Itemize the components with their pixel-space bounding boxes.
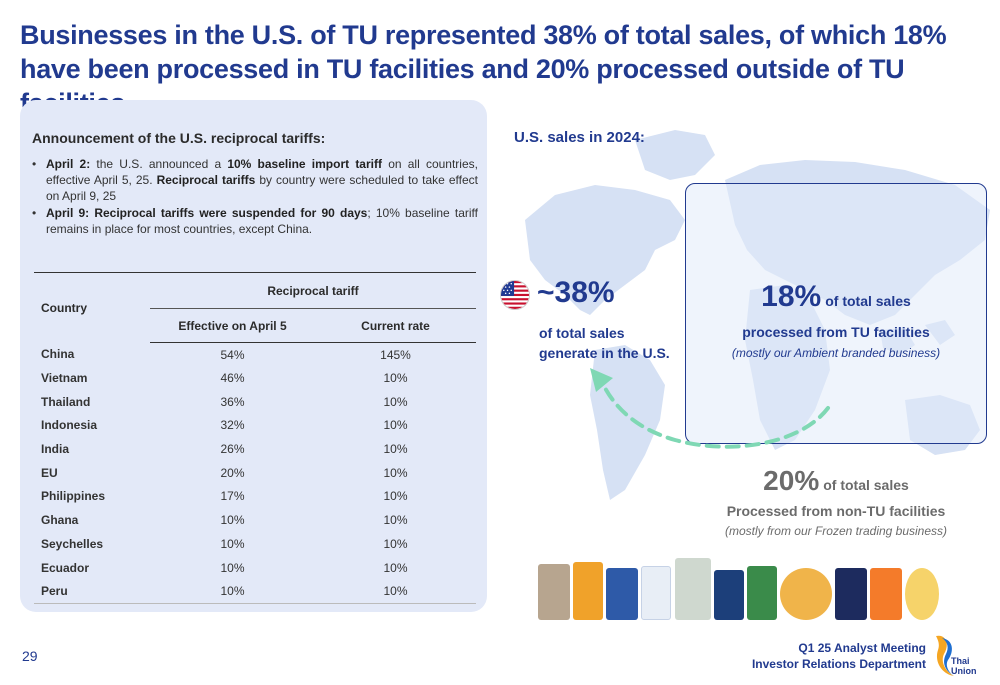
cell-current-rate: 10% [383,465,408,480]
cell-current-rate: 10% [383,371,408,386]
thai-union-logo-text: Thai Union [951,656,977,676]
cell-current-rate: 10% [383,560,408,575]
cell-effective-rate: 32% [220,418,245,433]
cell-effective-rate: 10% [220,513,245,528]
cell-current-rate: 10% [383,418,408,433]
us-flag-icon [500,280,530,310]
table-row: Seychelles 10% 10% [34,532,476,556]
announcement-bullet-april-2: April 2: the U.S. announced a 10% baseli… [32,156,478,204]
table-row: Ghana 10% 10% [34,508,476,532]
product-image-11 [905,568,939,620]
tu-facilities-share: 18% of total sales [761,280,911,313]
col-country-header: Country [34,272,150,343]
cell-country: Thailand [41,394,91,409]
table-row: Peru 10% 10% [34,579,476,604]
cell-effective-rate: 54% [220,347,245,362]
cell-current-rate: 10% [383,536,408,551]
table-row: Thailand 36% 10% [34,390,476,414]
cell-current-rate: 10% [315,579,476,604]
non-tu-facilities-value: 20% [763,465,820,496]
product-image-4 [641,566,671,620]
page-title: Businesses in the U.S. of TU represented… [20,20,947,118]
cell-country: Ghana [41,513,79,528]
cell-effective-rate: 46% [220,371,245,386]
cell-current-rate: 10% [383,489,408,504]
cell-country: Vietnam [41,371,88,386]
cell-current-rate: 10% [383,442,408,457]
cell-country: China [41,347,75,362]
table-row: EU 20% 10% [34,461,476,485]
announcement-bullet-april-9: April 9: Reciprocal tariffs were suspend… [32,205,478,237]
us-sales-share-value: ~38% [537,276,615,309]
non-tu-facilities-share: 20% of total sales [763,465,909,496]
table-row: Philippines 17% 10% [34,485,476,509]
cell-country: Peru [34,579,150,604]
product-image-9 [835,568,867,620]
non-tu-facilities-label: Processed from non-TU facilities [726,503,946,519]
cell-current-rate: 145% [380,347,411,362]
product-image-3 [606,568,638,620]
cell-country: EU [41,465,58,480]
tariff-table-body: China 54% 145% Vietnam 46% 10% Thailand 36% 10% I… [34,343,476,604]
cell-effective-rate: 20% [220,465,245,480]
cell-effective-rate: 26% [220,442,245,457]
tu-facilities-note: (mostly our Ambient branded business) [731,346,941,360]
footer-text: Q1 25 Analyst Meeting Investor Relations… [751,641,926,671]
product-image-10 [870,568,902,620]
table-row: India 26% 10% [34,437,476,461]
cell-effective-rate: 10% [150,579,315,604]
cell-country: Indonesia [41,418,98,433]
tariff-panel: Announcement of the U.S. reciprocal tari… [20,100,487,612]
table-row: Vietnam 46% 10% [34,366,476,390]
product-image-5 [675,558,711,620]
col-group-header: Reciprocal tariff [150,272,476,309]
non-tu-facilities-note: (mostly from our Frozen trading business… [724,524,948,538]
cell-country: Ecuador [41,560,90,575]
cell-current-rate: 10% [383,513,408,528]
announcement-list: April 2: the U.S. announced a 10% baseli… [32,156,478,238]
product-image-7 [747,566,777,620]
table-row: China 54% 145% [34,343,476,367]
cell-effective-rate: 10% [220,560,245,575]
us-sales-heading: U.S. sales in 2024: [514,129,645,146]
col-effective-header: Effective on April 5 [150,308,315,343]
announcement-heading: Announcement of the U.S. reciprocal tari… [32,130,326,146]
tu-facilities-label: processed from TU facilities [742,324,930,340]
us-sales-share-label: of total sales generate in the U.S. [539,325,670,361]
thai-union-logo-icon [936,635,954,676]
product-image-2 [573,562,603,620]
cell-effective-rate: 36% [220,394,245,409]
tu-facilities-box [685,183,987,444]
page-number: 29 [22,648,38,664]
product-images-strip [538,556,950,620]
product-image-8 [780,568,832,620]
col-current-header: Current rate [315,308,476,343]
cell-current-rate: 10% [383,394,408,409]
table-row: Indonesia 32% 10% [34,414,476,438]
cell-country: Seychelles [41,536,104,551]
product-image-1 [538,564,570,620]
cell-effective-rate: 10% [220,536,245,551]
cell-country: India [41,442,70,457]
tu-facilities-value: 18% [761,280,822,313]
tariff-table: Country Reciprocal tariff Effective on A… [34,272,476,604]
cell-country: Philippines [41,489,106,504]
cell-effective-rate: 17% [220,489,245,504]
dashed-arrow-graphic [590,368,830,449]
table-row: Ecuador 10% 10% [34,556,476,580]
product-image-6 [714,570,744,620]
